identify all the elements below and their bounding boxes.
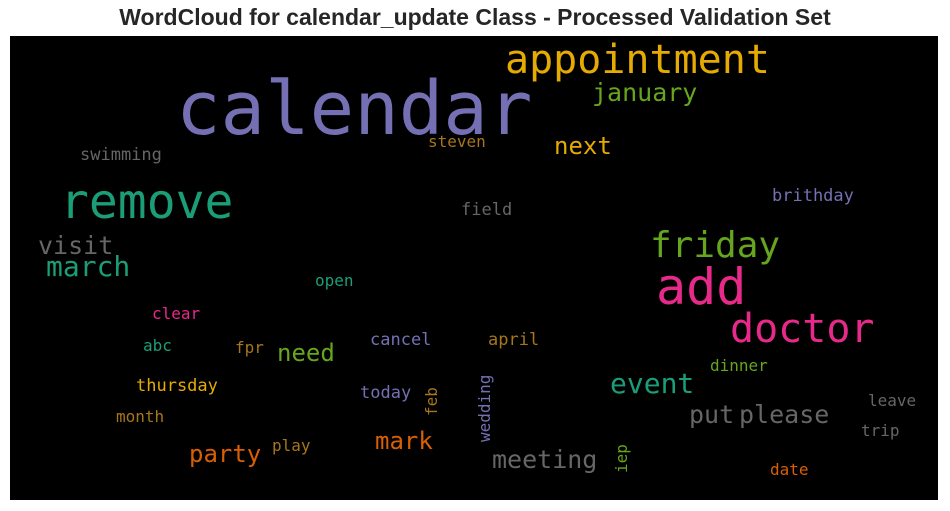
- word-january: january: [592, 78, 697, 107]
- word-event: event: [610, 367, 694, 400]
- word-meeting: meeting: [492, 445, 597, 474]
- word-play: play: [272, 436, 311, 455]
- word-feb: feb: [422, 387, 441, 416]
- word-put: put: [689, 400, 734, 429]
- word-clear: clear: [152, 304, 201, 323]
- word-friday: friday: [650, 225, 780, 266]
- word-leave: leave: [868, 391, 916, 410]
- word-abc: abc: [143, 336, 172, 355]
- word-fpr: fpr: [235, 338, 264, 357]
- word-swimming: swimming: [80, 145, 162, 165]
- word-steven: steven: [428, 132, 486, 151]
- word-open: open: [315, 271, 354, 290]
- word-month: month: [116, 407, 164, 426]
- word-cancel: cancel: [370, 330, 431, 350]
- word-need: need: [277, 339, 335, 367]
- word-mark: mark: [375, 427, 433, 455]
- word-april: april: [488, 330, 539, 350]
- word-brithday: brithday: [772, 186, 854, 206]
- word-thursday: thursday: [136, 376, 218, 396]
- word-doctor: doctor: [730, 306, 875, 352]
- word-trip: trip: [861, 421, 900, 440]
- word-iep: iep: [612, 444, 631, 473]
- word-visit: visit: [38, 231, 113, 260]
- chart-title: WordCloud for calendar_update Class - Pr…: [119, 4, 831, 30]
- word-party: party: [189, 440, 261, 468]
- word-march: march: [46, 250, 130, 283]
- word-appointment: appointment: [505, 37, 770, 83]
- word-field: field: [461, 200, 512, 220]
- word-remove: remove: [60, 174, 233, 230]
- word-calendar: calendar: [176, 66, 532, 152]
- word-add: add: [656, 258, 746, 316]
- word-please: please: [739, 400, 829, 429]
- word-date: date: [770, 460, 809, 479]
- cloud-background: [10, 36, 938, 500]
- word-dinner: dinner: [710, 356, 768, 375]
- word-wedding: wedding: [475, 375, 494, 442]
- word-next: next: [554, 132, 612, 160]
- word-today: today: [360, 383, 411, 403]
